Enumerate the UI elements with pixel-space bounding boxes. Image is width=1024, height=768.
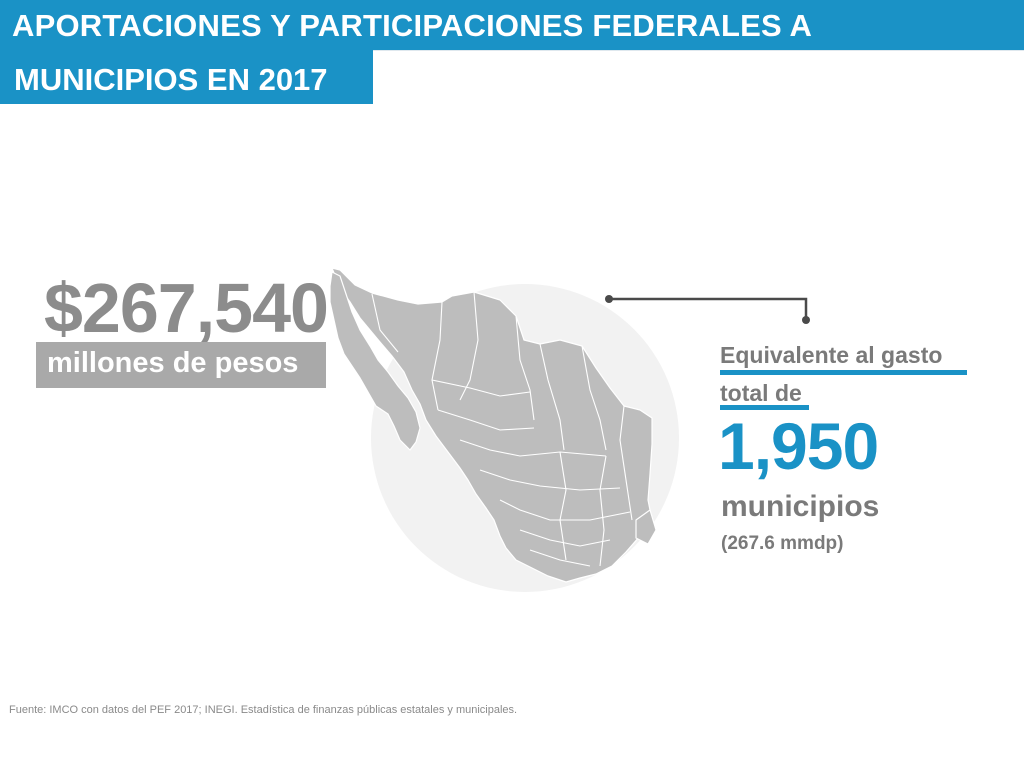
equivalence-text-line2: total de <box>720 380 802 406</box>
mexico-map-shape <box>329 267 657 583</box>
connector-end-dot <box>802 316 810 324</box>
page-title-line2: MUNICIPIOS EN 2017 <box>14 62 328 97</box>
equivalence-underline-1 <box>720 370 967 375</box>
title-banner <box>0 0 1024 50</box>
source-note: Fuente: IMCO con datos del PEF 2017; INE… <box>9 704 518 716</box>
equivalence-underline-2 <box>720 405 809 410</box>
connector-line-icon <box>609 297 808 320</box>
page-title-line1: APORTACIONES Y PARTICIPACIONES FEDERALES… <box>12 8 813 43</box>
municipalities-label: municipios <box>721 490 880 523</box>
unit-label: millones de pesos <box>47 347 299 379</box>
municipalities-amount: (267.6 mmdp) <box>721 533 844 554</box>
state-borders <box>371 291 633 567</box>
header-divider <box>373 50 1024 51</box>
municipalities-count: 1,950 <box>718 409 879 483</box>
total-amount: $267,540 <box>44 269 329 347</box>
equivalence-text-line1: Equivalente al gasto <box>720 342 943 368</box>
connector-start-dot <box>605 295 613 303</box>
title-banner-continued <box>0 50 373 104</box>
unit-badge <box>36 342 326 388</box>
